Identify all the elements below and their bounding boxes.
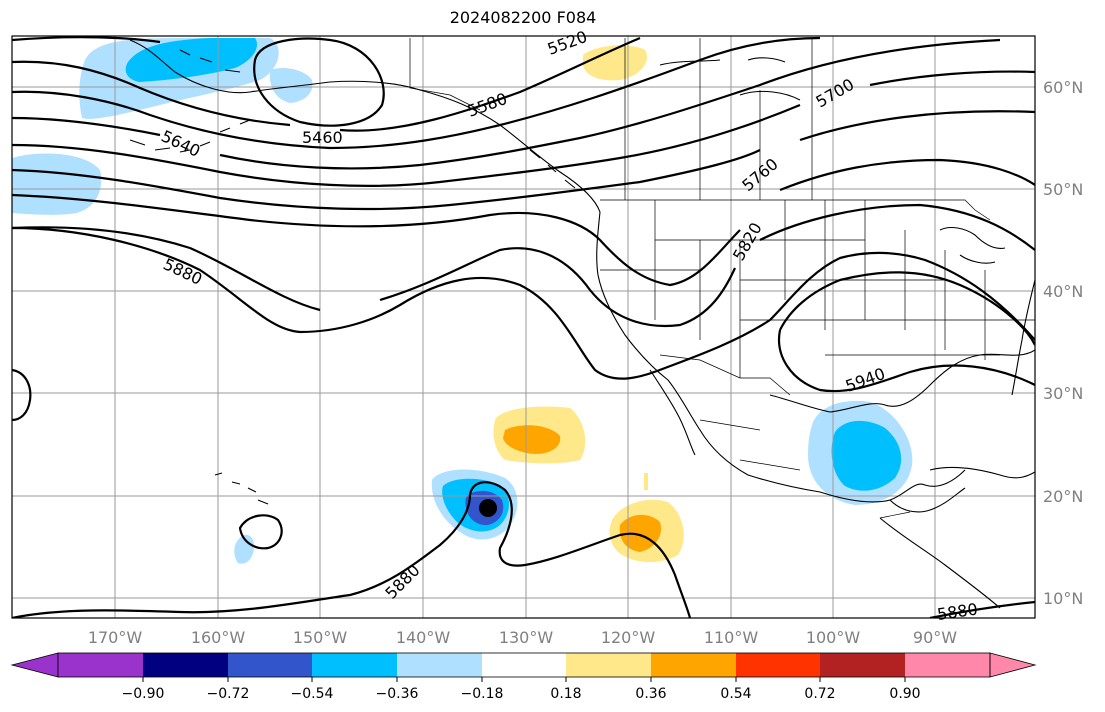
baja xyxy=(649,369,696,456)
colorbar-tick-label: −0.54 xyxy=(291,686,334,702)
contour-5760 xyxy=(12,158,1035,287)
colorbar-tick-label: 0.36 xyxy=(635,686,666,702)
lat-label-40n: 40°N xyxy=(1043,282,1083,301)
negative-anomaly-hawaii xyxy=(234,534,255,564)
contour-5740 xyxy=(12,110,1035,211)
contour-5880-top xyxy=(12,226,1035,380)
colorbar-segment-1 xyxy=(58,653,143,677)
longitude-labels: 170°W 160°W 150°W 140°W 130°W 120°W 110°… xyxy=(88,628,957,647)
contour-5640 xyxy=(12,38,1001,170)
contour-west-arc xyxy=(12,368,32,422)
positive-anomaly-canada xyxy=(583,45,648,81)
political-borders xyxy=(409,38,1035,519)
aleutians xyxy=(129,119,251,153)
contour-5820 xyxy=(12,203,1035,327)
colorbar-segment-4 xyxy=(312,653,397,677)
yucatan xyxy=(889,487,966,513)
colorbar-segment-9 xyxy=(736,653,820,677)
alaska-inner xyxy=(179,49,241,73)
map-title: 2024082200 F084 xyxy=(449,8,597,27)
contour-5880-right xyxy=(929,600,1035,618)
lat-label-30n: 30°N xyxy=(1043,384,1083,403)
lon-label-120w: 120°W xyxy=(601,628,656,647)
colorbar-tick-label: −0.72 xyxy=(207,686,250,702)
colorbar-extend-right xyxy=(989,652,1037,678)
cuba xyxy=(929,466,1035,479)
negative-anomaly-gulf-core xyxy=(831,420,902,491)
mexico-states xyxy=(699,419,801,471)
hudson-bay xyxy=(739,90,801,101)
negative-anomaly-west xyxy=(12,153,102,215)
lon-label-150w: 150°W xyxy=(293,628,348,647)
lon-label-170w: 170°W xyxy=(88,628,143,647)
contour-5940 xyxy=(777,271,1035,393)
contour-north-1 xyxy=(12,36,161,44)
colorbar-tick-label: 0.54 xyxy=(720,686,751,702)
lat-label-60n: 60°N xyxy=(1043,78,1083,97)
negative-anomaly-north-pacific-core xyxy=(125,38,258,82)
positive-anomaly-sliver xyxy=(644,473,648,490)
colorbar-segment-2 xyxy=(143,653,228,677)
lon-label-130w: 130°W xyxy=(499,628,554,647)
height-contours xyxy=(12,36,1035,618)
contour-hawaii-loop xyxy=(238,514,283,550)
colorbar-extend-left xyxy=(10,652,59,678)
lon-label-160w: 160°W xyxy=(191,628,246,647)
hawaii-islands xyxy=(214,472,269,505)
colorbar-segment-5 xyxy=(397,653,482,677)
colorbar-segment-7 xyxy=(566,653,651,677)
contour-5880-bottom xyxy=(12,481,692,618)
colorbar-segment-3 xyxy=(228,653,312,677)
lon-label-90w: 90°W xyxy=(913,628,957,647)
us-canada-border xyxy=(600,199,991,221)
colorbar-tick-label: 0.18 xyxy=(550,686,581,702)
lat-label-20n: 20°N xyxy=(1043,487,1083,506)
colorbar-segment-6 xyxy=(482,653,566,677)
lon-label-100w: 100°W xyxy=(806,628,861,647)
contour-label-5460: 5460 xyxy=(302,128,343,147)
lat-label-10n: 10°N xyxy=(1043,589,1083,608)
negative-anomaly-alaska-east xyxy=(269,68,313,103)
contour-5580 xyxy=(12,36,821,150)
colorbar-tick-label: −0.90 xyxy=(122,686,165,702)
west-coast xyxy=(596,211,966,503)
colorbar-segment-11 xyxy=(905,653,990,677)
lon-label-110w: 110°W xyxy=(704,628,759,647)
central-america xyxy=(879,517,1001,609)
positive-anomaly-pacific-core xyxy=(503,425,561,454)
colorbar-ticks xyxy=(142,677,906,682)
colorbar-tick-label: −0.36 xyxy=(376,686,419,702)
positive-anomaly-mexico-core xyxy=(619,514,662,552)
lat-label-50n: 50°N xyxy=(1043,180,1083,199)
shaded-anomalies xyxy=(12,38,913,564)
contour-5460-loop xyxy=(253,37,385,127)
map-frame xyxy=(11,35,1036,619)
colorbar-tick-label: 0.72 xyxy=(804,686,835,702)
storm-center-marker xyxy=(479,499,497,517)
alaska-canada-border xyxy=(409,38,481,111)
canada-provinces xyxy=(624,38,813,200)
colorbar-outline xyxy=(57,652,991,678)
lon-label-140w: 140°W xyxy=(396,628,451,647)
colorbar-segment-8 xyxy=(651,653,736,677)
latitude-labels: 60°N 50°N 40°N 30°N 20°N 10°N xyxy=(1043,78,1083,608)
contour-5520 xyxy=(12,36,641,132)
colorbar-tick-label: −0.18 xyxy=(461,686,504,702)
contour-5700 xyxy=(12,70,1035,187)
map-background xyxy=(12,36,1035,618)
colorbar-tick-label: 0.90 xyxy=(889,686,920,702)
colorbar-segment-10 xyxy=(820,653,905,677)
mexico-central-america-border xyxy=(879,511,911,519)
arctic-islands xyxy=(659,57,786,66)
great-lakes xyxy=(939,226,1006,264)
colorbar: −0.90 −0.72 −0.54 −0.36 −0.18 0.18 0.36 … xyxy=(10,652,1037,702)
east-coast xyxy=(1011,279,1035,396)
